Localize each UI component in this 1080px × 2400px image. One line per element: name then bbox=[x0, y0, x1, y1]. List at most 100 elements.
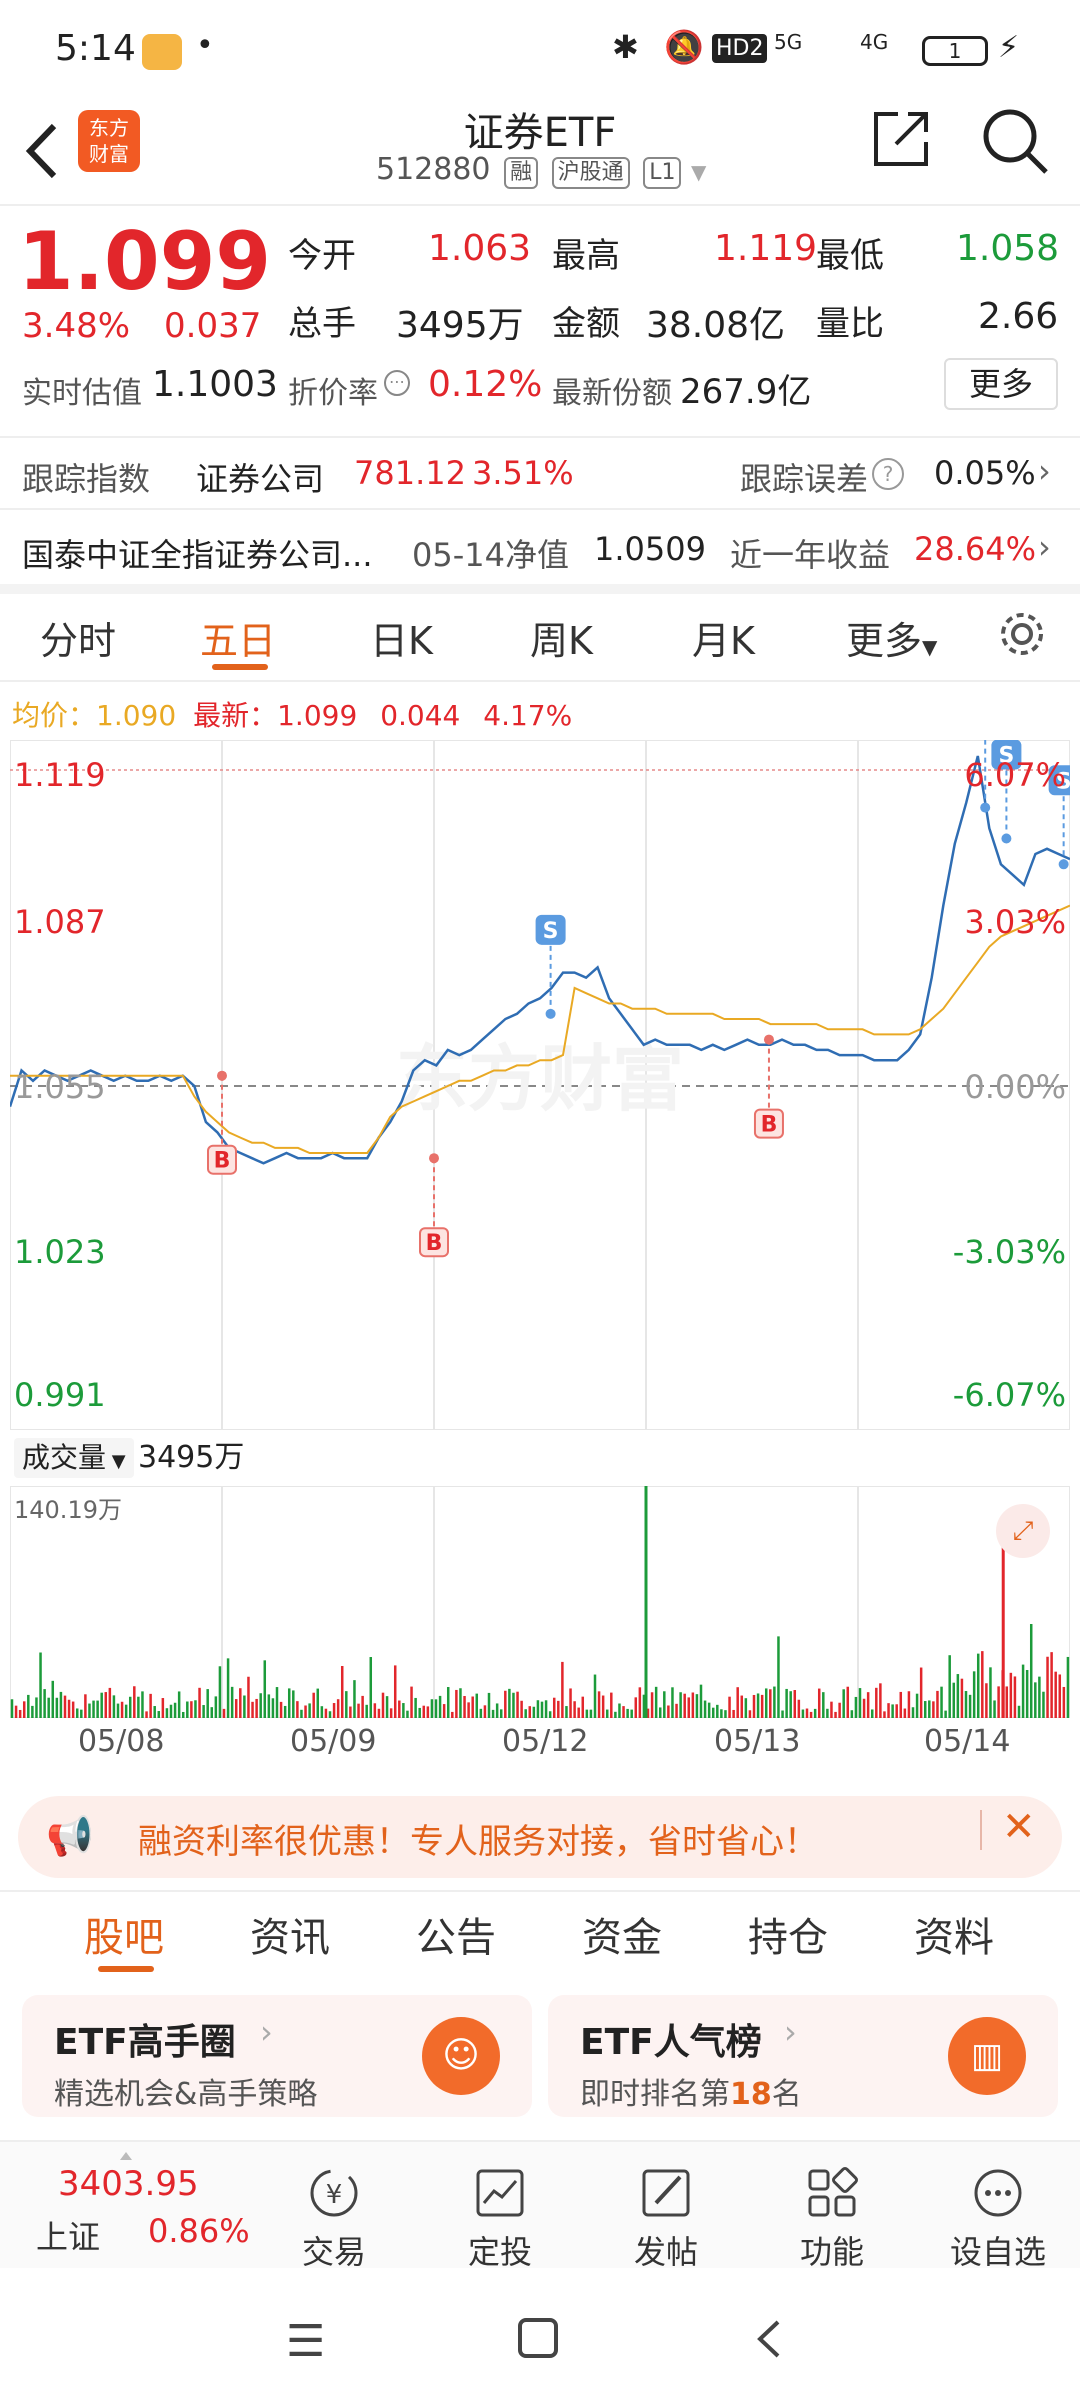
trade-marker-label: B bbox=[214, 1149, 231, 1174]
tab-announcement[interactable]: 公告 bbox=[416, 1915, 496, 1961]
home-icon[interactable] bbox=[518, 2318, 558, 2358]
low-value: 1.058 bbox=[956, 228, 1060, 269]
nav-trade[interactable]: ¥ 交易 bbox=[264, 2165, 404, 2273]
dot-icon: • bbox=[196, 28, 214, 63]
series-line bbox=[10, 755, 1070, 1165]
nav-invest[interactable]: 定投 bbox=[430, 2165, 570, 2273]
tab-profile[interactable]: 资料 bbox=[914, 1915, 994, 1961]
est-value: 1.1003 bbox=[152, 364, 278, 405]
settings-icon[interactable] bbox=[996, 608, 1048, 660]
price-chart[interactable]: 东方财富BBSBSSS1.1196.07%1.0873.03%1.0550.00… bbox=[10, 740, 1070, 1430]
trade-marker-badge bbox=[207, 1144, 237, 1175]
tab-more[interactable]: 更多▼ bbox=[846, 610, 937, 665]
megaphone-icon: 📢 bbox=[46, 1814, 94, 1858]
svg-text:¥: ¥ bbox=[326, 2180, 343, 2210]
tracking-pct: 3.51% bbox=[472, 454, 574, 492]
card-title: ETF人气榜 bbox=[580, 2022, 762, 2063]
card-etf-popularity[interactable]: ETF人气榜 › 即时排名第18名 ▥ bbox=[548, 1995, 1058, 2117]
more-button[interactable]: 更多 bbox=[944, 358, 1058, 410]
y-tick-label: 1.119 bbox=[14, 756, 106, 794]
est-label: 实时估值 bbox=[22, 376, 142, 411]
fund-name[interactable]: 国泰中证全指证券公司... bbox=[22, 536, 373, 574]
volume-max-label: 140.19万 bbox=[14, 1496, 122, 1524]
chevron-right-icon[interactable]: › bbox=[1038, 528, 1051, 566]
trade-icon: ¥ bbox=[310, 2169, 358, 2217]
volume-frame bbox=[10, 1486, 1070, 1718]
last-pct: 4.17% bbox=[483, 699, 573, 732]
trade-marker-label: S bbox=[1056, 769, 1070, 794]
rank-number: 18 bbox=[730, 2077, 772, 2112]
trade-marker-badge bbox=[991, 740, 1022, 770]
info-icon[interactable]: ⋯ bbox=[384, 370, 410, 396]
premium-label: 折价率 bbox=[288, 376, 378, 411]
card-etf-experts[interactable]: ETF高手圈 › 精选机会&高手策略 ☺ bbox=[22, 1995, 532, 2117]
app-notification-icon bbox=[142, 34, 182, 70]
tab-news[interactable]: 资讯 bbox=[250, 1915, 330, 1961]
page-title: 证券ETF bbox=[463, 110, 617, 156]
year-return-value: 28.64% bbox=[914, 530, 1037, 568]
tab-five-day[interactable]: 五日 bbox=[200, 619, 277, 663]
x-label: 05/08 bbox=[78, 1724, 165, 1759]
connect-badge: 沪股通 bbox=[551, 157, 630, 189]
tab-more-label: 更多 bbox=[846, 619, 923, 663]
card-title: ETF高手圈 bbox=[54, 2022, 236, 2063]
nav-add-watchlist[interactable]: 设自选 bbox=[928, 2165, 1068, 2273]
y-tick-label-pct: 6.07% bbox=[964, 756, 1066, 794]
last-change: 0.044 bbox=[380, 699, 461, 732]
index-value[interactable]: 3403.95 bbox=[58, 2164, 199, 2204]
close-icon[interactable]: ✕ bbox=[1002, 1804, 1036, 1850]
divider bbox=[0, 1890, 1080, 1892]
tab-daily-k[interactable]: 日K bbox=[370, 619, 433, 663]
stock-code: 512880 bbox=[376, 152, 491, 187]
menu-icon[interactable]: ☰ bbox=[286, 2316, 326, 2367]
x-label: 05/13 bbox=[714, 1724, 801, 1759]
volume-chart[interactable] bbox=[10, 1486, 1070, 1718]
tracking-index[interactable]: 证券公司 bbox=[196, 460, 325, 498]
promo-banner[interactable]: 📢 融资利率很优惠！专人服务对接，省时省心！ ✕ bbox=[18, 1796, 1062, 1878]
level-badge: L1 bbox=[643, 157, 682, 189]
logo-line2: 财富 bbox=[89, 142, 129, 166]
ranking-icon: ▥ bbox=[948, 2017, 1026, 2095]
nav-post[interactable]: 发帖 bbox=[596, 2165, 736, 2273]
year-return-label: 近一年收益 bbox=[730, 536, 891, 574]
y-tick-label-pct: 3.03% bbox=[964, 903, 1066, 941]
expand-arrow-icon[interactable] bbox=[120, 2150, 132, 2160]
y-tick-label: 1.055 bbox=[14, 1068, 106, 1106]
volume-label: 成交量 bbox=[22, 1441, 107, 1474]
volume-selector[interactable]: 成交量 ▼ bbox=[14, 1438, 134, 1478]
change-pct: 3.48% bbox=[22, 306, 131, 346]
ratio-value: 2.66 bbox=[978, 296, 1059, 337]
search-icon[interactable] bbox=[980, 106, 1050, 176]
tab-guba[interactable]: 股吧 bbox=[84, 1915, 164, 1961]
dropdown-icon: ▼ bbox=[106, 1451, 126, 1472]
status-time: 5:14 bbox=[55, 28, 136, 69]
tab-weekly-k[interactable]: 周K bbox=[530, 619, 593, 663]
share-icon[interactable] bbox=[870, 108, 932, 170]
margin-badge: 融 bbox=[504, 157, 539, 189]
trade-marker-badge bbox=[753, 1108, 784, 1139]
fullscreen-icon[interactable]: ⤢ bbox=[996, 1504, 1050, 1558]
avg-label: 均价： bbox=[12, 699, 97, 732]
tracking-error-value: 0.05% bbox=[934, 454, 1036, 492]
help-icon[interactable]: ? bbox=[872, 458, 904, 490]
app-header: 东方 财富 证券ETF 512880 融 沪股通 L1 ▼ bbox=[0, 100, 1080, 205]
active-tab-indicator bbox=[98, 1966, 154, 1972]
tab-fund-flow[interactable]: 资金 bbox=[582, 1915, 662, 1961]
tab-monthly-k[interactable]: 月K bbox=[692, 619, 755, 663]
last-label: 最新： bbox=[193, 699, 278, 732]
chevron-right-icon[interactable]: › bbox=[1038, 452, 1051, 490]
nav-functions[interactable]: 功能 bbox=[762, 2165, 902, 2273]
x-label: 05/12 bbox=[502, 1724, 589, 1759]
back-nav-icon[interactable] bbox=[752, 2316, 786, 2362]
back-icon[interactable] bbox=[20, 116, 64, 186]
system-nav-bar: ☰ bbox=[0, 2268, 1080, 2400]
trade-marker-label: B bbox=[426, 1231, 443, 1256]
dropdown-icon[interactable]: ▼ bbox=[691, 160, 707, 184]
tab-holdings[interactable]: 持仓 bbox=[748, 1915, 828, 1961]
promo-text: 融资利率很优惠！专人服务对接，省时省心！ bbox=[138, 1822, 818, 1862]
tab-intraday[interactable]: 分时 bbox=[40, 619, 117, 663]
rank-prefix: 即时排名第 bbox=[580, 2077, 730, 2112]
trade-marker-label: S bbox=[543, 919, 559, 944]
tracking-value: 781.12 bbox=[354, 454, 466, 492]
last-value: 1.099 bbox=[277, 699, 358, 732]
